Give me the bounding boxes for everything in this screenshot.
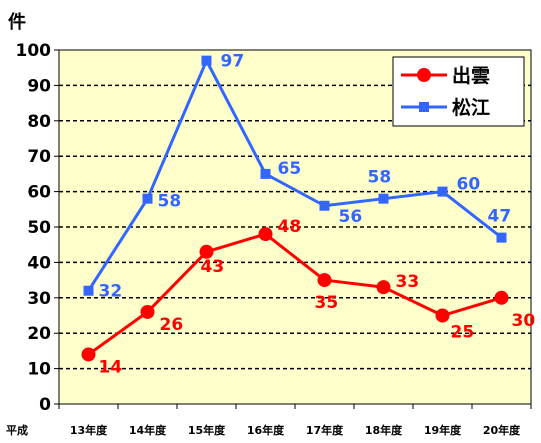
- legend-item: 松江: [401, 96, 490, 119]
- data-label: 56: [339, 207, 363, 227]
- series-izumo: 14 26 43 48 35 33 25 30: [81, 217, 536, 377]
- data-point: [260, 168, 271, 179]
- data-label: 48: [278, 217, 302, 237]
- y-tick-label: 80: [27, 112, 51, 132]
- data-point: [142, 193, 153, 204]
- data-point: [140, 304, 155, 319]
- data-point: [496, 232, 507, 243]
- y-tick-label: 100: [16, 41, 52, 61]
- data-point: [201, 55, 212, 66]
- data-point: [317, 273, 332, 288]
- y-axis-ticks: 0 10 20 30 40 50 60 70 80 90 100: [16, 41, 59, 415]
- data-point: [199, 244, 214, 259]
- x-tick-label: 16年度: [247, 423, 285, 437]
- legend-marker: [417, 68, 431, 82]
- data-label: 32: [99, 282, 123, 302]
- x-prefix-label: 平成: [6, 423, 28, 437]
- legend-label: 出雲: [452, 64, 490, 87]
- data-point: [258, 227, 273, 242]
- data-label: 43: [201, 257, 225, 277]
- x-tick-label: 14年度: [129, 423, 167, 437]
- y-tick-label: 0: [39, 395, 51, 415]
- x-axis: 13年度 14年度 15年度 16年度 17年度 18年度 19年度 20年度 平成: [6, 404, 532, 437]
- data-label: 65: [278, 159, 302, 179]
- data-point: [378, 193, 389, 204]
- data-label: 33: [396, 272, 420, 292]
- data-point: [437, 186, 448, 197]
- x-tick-label: 17年度: [306, 423, 344, 437]
- series-line: [87, 57, 503, 292]
- y-tick-label: 60: [27, 183, 51, 203]
- data-label: 30: [512, 311, 536, 331]
- x-tick-label: 15年度: [188, 423, 226, 437]
- data-point: [319, 200, 330, 211]
- y-tick-label: 90: [27, 76, 51, 96]
- data-label: 58: [368, 168, 392, 188]
- y-tick-label: 20: [27, 324, 51, 344]
- data-label: 58: [158, 192, 182, 212]
- data-label: 60: [457, 175, 481, 195]
- legend-box: [392, 56, 525, 127]
- data-label: 47: [488, 207, 512, 227]
- legend-label: 松江: [452, 96, 490, 119]
- y-tick-label: 50: [27, 218, 51, 238]
- series-line: [87, 232, 502, 356]
- data-label: 97: [221, 52, 245, 72]
- legend-item: 出雲: [401, 64, 490, 87]
- x-tick-label: 18年度: [365, 423, 403, 437]
- data-point: [376, 280, 391, 295]
- y-unit-label: 件: [8, 11, 26, 33]
- y-tick-label: 10: [27, 360, 51, 380]
- data-point: [83, 285, 94, 296]
- data-label: 26: [160, 315, 184, 335]
- data-point: [494, 290, 509, 305]
- data-point: [81, 347, 96, 362]
- y-tick-label: 70: [27, 147, 51, 167]
- data-point: [435, 308, 450, 323]
- x-tick-label: 19年度: [424, 423, 462, 437]
- x-tick-label: 20年度: [483, 423, 521, 437]
- data-label: 25: [451, 323, 475, 343]
- x-tick-label: 13年度: [70, 423, 108, 437]
- data-label: 14: [99, 357, 123, 377]
- data-label: 35: [315, 293, 339, 313]
- legend-marker: [419, 102, 429, 112]
- y-tick-label: 30: [27, 289, 51, 309]
- y-tick-label: 40: [27, 253, 51, 273]
